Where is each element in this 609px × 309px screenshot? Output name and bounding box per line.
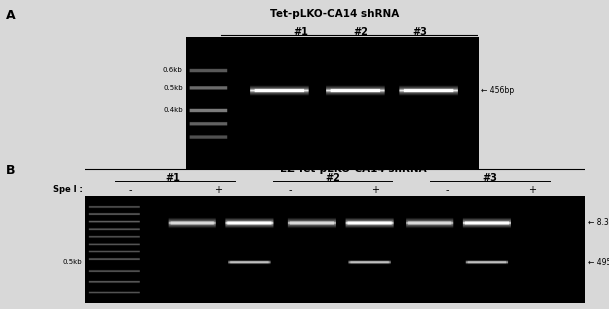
Text: -: - [128, 185, 132, 195]
Text: #2: #2 [325, 173, 340, 183]
Text: -: - [446, 185, 449, 195]
Text: EZ-Tet-pLKO-CA14 shRNA: EZ-Tet-pLKO-CA14 shRNA [280, 164, 426, 174]
Text: -: - [288, 185, 292, 195]
Text: 0.4kb: 0.4kb [163, 107, 183, 113]
Text: A: A [6, 9, 16, 22]
Text: ← 456bp: ← 456bp [481, 86, 514, 95]
Text: +: + [214, 185, 222, 195]
Text: #1: #1 [165, 173, 180, 183]
Text: +: + [371, 185, 379, 195]
Text: 0.5kb: 0.5kb [63, 259, 82, 265]
Text: +: + [528, 185, 536, 195]
Text: #3: #3 [482, 173, 497, 183]
Text: #1: #1 [294, 27, 309, 37]
Text: ← 495bp: ← 495bp [588, 258, 609, 267]
Text: Spe I :: Spe I : [53, 185, 83, 194]
Text: Tet-pLKO-CA14 shRNA: Tet-pLKO-CA14 shRNA [270, 9, 400, 19]
Text: 0.5kb: 0.5kb [163, 85, 183, 91]
Text: #2: #2 [354, 27, 368, 37]
Text: #3: #3 [412, 27, 427, 37]
Text: ← 8.3kb: ← 8.3kb [588, 218, 609, 227]
Text: 0.6kb: 0.6kb [163, 67, 183, 73]
Text: B: B [6, 164, 16, 177]
